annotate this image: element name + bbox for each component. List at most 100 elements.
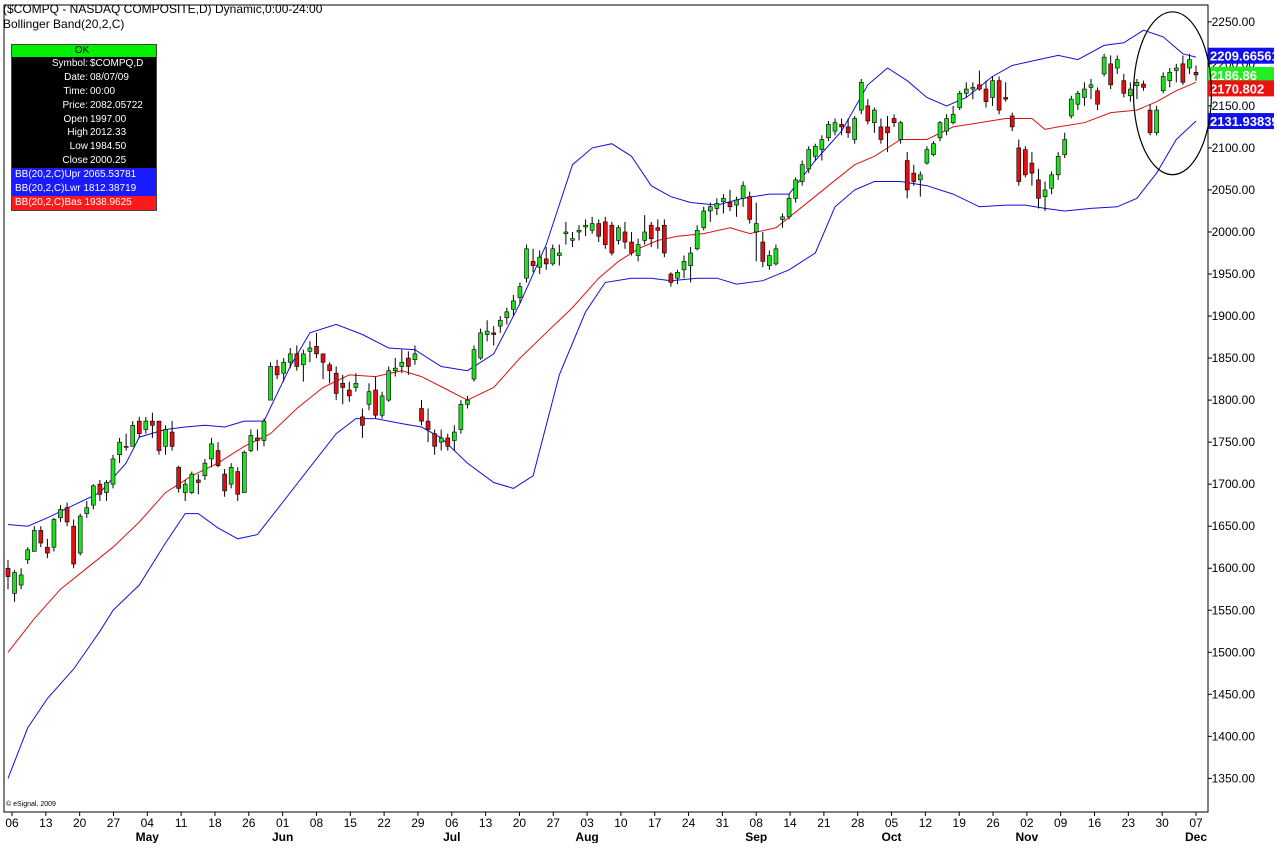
candle-body [189, 473, 195, 493]
info-label: Symbol: [51, 58, 88, 69]
candle-body [281, 361, 286, 374]
price-tag-label: 2186.86 [1210, 68, 1257, 83]
candle-body [1095, 90, 1100, 105]
candle-body [419, 408, 424, 422]
candle-body [852, 118, 857, 140]
candle-body [760, 241, 766, 262]
x-month-label: Dec [1185, 830, 1207, 843]
y-tick-label: 1750.00 [1212, 435, 1256, 449]
info-row: Price: 2082.05722 [12, 99, 156, 113]
y-tick-label: 1600.00 [1212, 561, 1256, 575]
candle-body [84, 507, 90, 514]
y-tick-label: 1400.00 [1212, 729, 1256, 743]
info-value: 1984.50 [90, 141, 127, 153]
candle-body [504, 311, 510, 319]
candle-body [904, 160, 910, 191]
candle-body [1036, 179, 1041, 199]
y-tick-label: 2050.00 [1212, 183, 1256, 197]
x-tick-label: 23 [1122, 816, 1136, 830]
info-label: Date: [64, 71, 88, 83]
indicator-title: Bollinger Band(20,2,C) [3, 17, 125, 31]
candle-body [1009, 115, 1015, 128]
candle-body [1121, 80, 1127, 94]
candle-body [1187, 59, 1192, 69]
candle-body [977, 84, 982, 90]
candle-body [31, 530, 37, 552]
candle-body [937, 122, 943, 139]
candle-body [268, 366, 273, 401]
candle-body [668, 273, 674, 283]
candle-body [524, 248, 529, 279]
candle-body [806, 149, 812, 170]
candle-body [373, 389, 378, 416]
candle-body [222, 473, 227, 492]
candle-body [583, 224, 588, 228]
candle-body [662, 224, 667, 254]
candle-body [77, 515, 83, 554]
candle-body [721, 198, 726, 203]
plot-frame [3, 4, 1209, 813]
x-month-label: Aug [575, 830, 598, 843]
info-row: Date: 08/07/09 [12, 71, 156, 85]
candle-body [445, 437, 451, 447]
candle-body [1114, 59, 1120, 69]
info-value: 1997.00 [90, 113, 127, 125]
x-tick-label: 27 [107, 816, 121, 830]
candle-body [1101, 56, 1107, 75]
candle-body [235, 471, 241, 495]
x-tick-label: 22 [377, 816, 391, 830]
candle-body [176, 467, 181, 489]
x-tick-label: 20 [73, 816, 87, 830]
x-tick-label: 03 [580, 816, 594, 830]
candle-body [123, 446, 129, 448]
candle-body [333, 372, 339, 394]
candle-body [38, 530, 44, 544]
candle-body [1088, 84, 1094, 88]
candle-body [596, 223, 602, 237]
candle-body [642, 231, 647, 241]
candle-body [543, 258, 549, 265]
candle-body [1042, 189, 1048, 197]
candle-body [944, 118, 949, 132]
candle-body [340, 382, 346, 388]
candle-body [878, 126, 884, 140]
x-tick-label: 29 [411, 816, 425, 830]
candle-body [347, 389, 352, 397]
candle-body [826, 124, 831, 139]
candle-body [734, 199, 739, 206]
candle-body [379, 395, 385, 416]
candle-body [12, 572, 17, 594]
candle-body [845, 126, 851, 134]
candle-body [307, 347, 313, 352]
candle-body [143, 420, 149, 430]
candle-body [740, 185, 746, 199]
candle-body [924, 149, 930, 164]
candle-body [694, 229, 700, 250]
candle-body [51, 519, 57, 548]
candle-body [970, 87, 976, 90]
bb-upper-readout: BB(20,2,C)Upr 2065.53781 [12, 168, 156, 183]
candle-body [701, 210, 707, 229]
info-row: Time: 00:00 [12, 85, 156, 99]
candle-body [983, 88, 989, 102]
x-tick-label: 05 [885, 816, 899, 830]
candle-body [1108, 63, 1113, 86]
candle-body [209, 443, 214, 460]
candle-body [839, 124, 844, 128]
ok-button[interactable]: OK [12, 45, 156, 57]
candle-body [353, 382, 359, 388]
candle-body [557, 252, 562, 256]
candle-body [655, 227, 661, 231]
x-month-label: Nov [1016, 830, 1039, 843]
data-window-panel: OK Symbol: $COMPQ,D Date: 08/07/09 Time: 00:0… [11, 44, 157, 211]
candle-body [813, 145, 818, 157]
candle-body [832, 122, 838, 132]
x-tick-label: 02 [1020, 816, 1034, 830]
candle-body [425, 420, 431, 430]
candle-body [675, 272, 680, 279]
info-label: Close [62, 155, 88, 167]
info-value: 2012.33 [90, 127, 127, 139]
candle-body [1154, 109, 1159, 134]
candle-body [635, 244, 641, 256]
